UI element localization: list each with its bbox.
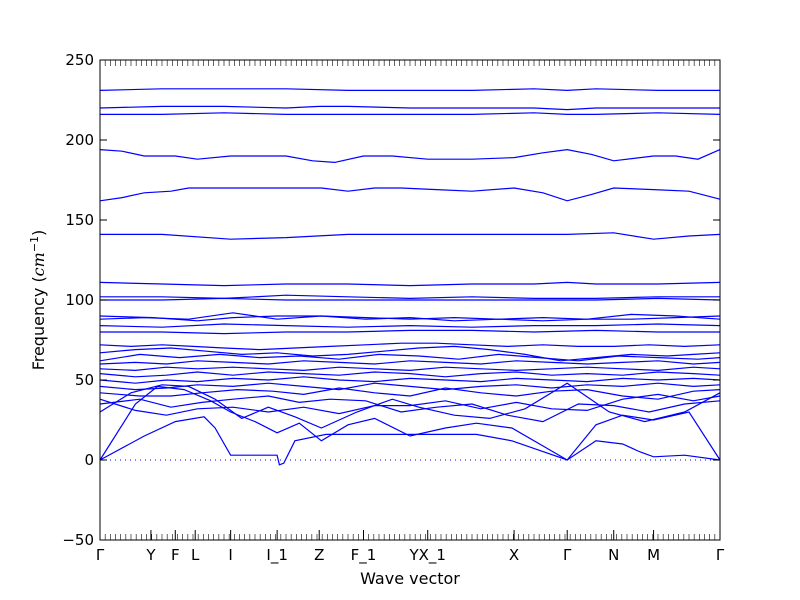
band-line-26	[99, 105, 720, 111]
band-line-18	[99, 315, 721, 322]
band-lines	[99, 88, 721, 466]
x-tick-label: F_1	[351, 546, 377, 565]
band-line-2	[99, 385, 721, 461]
band-line-6	[99, 387, 721, 400]
x-tick-label: I	[228, 546, 232, 564]
band-line-24	[99, 148, 721, 164]
band-line-13	[99, 345, 721, 362]
band-line-14	[99, 342, 721, 351]
x-axis-title: Wave vector	[360, 569, 460, 588]
y-axis-title: Frequency (cm−1)	[28, 230, 49, 371]
y-axis-title-close: )	[29, 230, 48, 236]
band-line-12	[99, 353, 721, 362]
plot-frame	[99, 59, 721, 541]
minor-tick-marks	[99, 60, 721, 540]
y-axis-ticks: −50 0 50 100 150 200 250	[62, 51, 720, 549]
x-tick-label: Γ	[716, 546, 725, 564]
y-axis-title-unit: cm	[29, 252, 48, 276]
band-line-23	[99, 187, 721, 202]
band-line-16	[99, 323, 721, 328]
y-tick-label: 200	[65, 131, 94, 149]
y-axis-title-main: Frequency (	[29, 276, 48, 370]
band-line-1	[99, 416, 721, 466]
x-tick-label: Γ	[563, 546, 572, 564]
band-line-7	[99, 382, 721, 391]
band-line-22	[100, 232, 721, 240]
band-line-21	[99, 281, 721, 287]
y-tick-label: 150	[65, 211, 94, 229]
band-line-8	[99, 376, 721, 384]
band-line-10	[99, 366, 721, 372]
band-line-25	[100, 112, 721, 115]
x-tick-label: N	[608, 546, 619, 564]
x-tick-label: L	[191, 546, 200, 564]
x-tick-label: Y	[145, 546, 156, 564]
x-tick-label: I_1	[266, 546, 287, 565]
x-tick-label: Z	[314, 546, 324, 564]
y-tick-label: −50	[62, 531, 94, 549]
y-tick-label: 50	[75, 371, 94, 389]
y-axis-title-exp: −1	[28, 236, 41, 252]
x-tick-label: YX_1	[408, 546, 445, 565]
x-tick-label: F	[171, 546, 180, 564]
band-line-11	[99, 360, 721, 365]
y-tick-label: 100	[65, 291, 94, 309]
y-tick-label: 0	[84, 451, 94, 469]
x-tick-label: M	[647, 546, 660, 564]
band-line-17	[99, 312, 721, 322]
band-line-19	[100, 297, 721, 301]
band-line-5	[99, 393, 721, 416]
x-tick-label: X	[509, 546, 519, 564]
x-axis-ticks: Γ Y F L I I_1 Z F_1 YX_1 X Γ N M Γ	[96, 530, 725, 565]
y-tick-label: 250	[65, 51, 94, 69]
band-line-15	[100, 329, 720, 335]
band-line-20	[100, 294, 720, 300]
band-line-4	[99, 395, 721, 423]
band-line-27	[99, 88, 720, 92]
x-tick-label: Γ	[96, 546, 105, 564]
band-line-9	[99, 371, 721, 378]
